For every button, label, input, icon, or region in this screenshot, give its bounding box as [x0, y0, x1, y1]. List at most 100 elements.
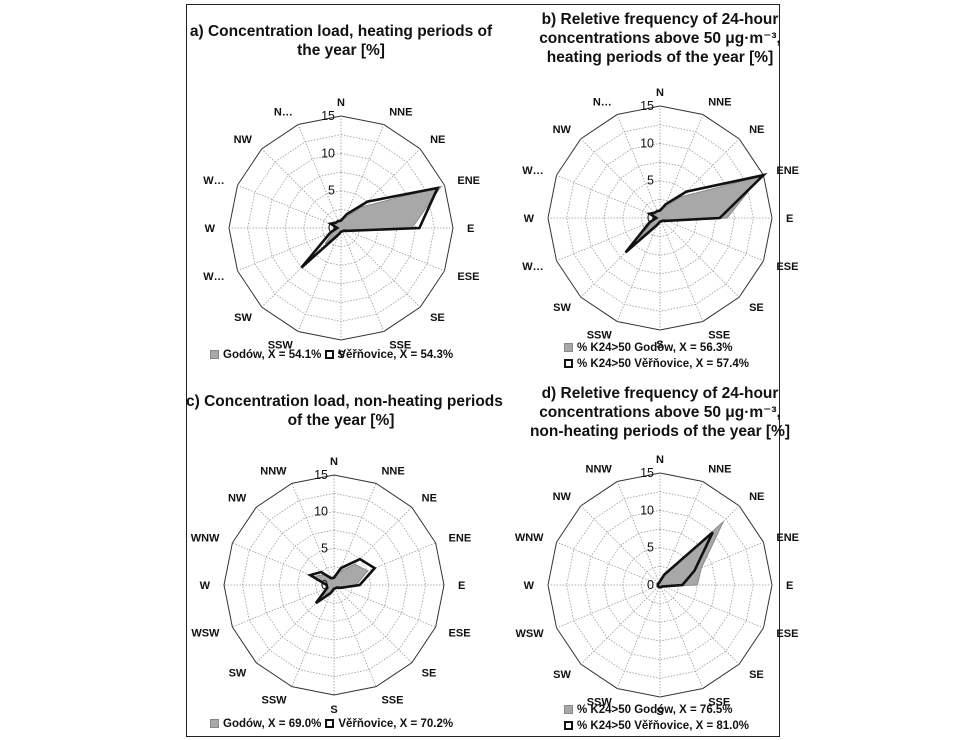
grid-spoke — [659, 481, 704, 586]
grid-spoke — [616, 217, 661, 322]
chart-title: d) Reletive frequency of 24-hour concent… — [500, 384, 820, 441]
direction-label: W — [205, 223, 216, 235]
direction-label: SSW — [268, 339, 294, 351]
direction-label: SSE — [389, 339, 411, 351]
legend-entry: % K24>50 Věřňovice, X = 81.0% — [577, 720, 749, 732]
direction-label: W — [524, 580, 535, 592]
direction-label: W… — [522, 261, 543, 273]
direction-label: SW — [553, 302, 571, 314]
grid-spoke — [333, 584, 436, 628]
radar-chart: 0 5 10 15N NNE NE ENE E ESE SE SSE S SSW SW W… W W… NW N… — [522, 87, 799, 351]
direction-label: SSE — [708, 329, 730, 341]
direction-label: NW — [228, 492, 247, 504]
legend-entry: % K24>50 Věřňovice, X = 57.4% — [577, 358, 749, 370]
series-godow — [638, 175, 762, 240]
grid-ring — [265, 152, 417, 304]
tick-label: 5 — [647, 541, 654, 555]
tick-label: 10 — [640, 503, 654, 517]
legend-swatch-outline — [564, 359, 573, 368]
legend-entry: % K24>50 Godów, X = 76.5% — [577, 704, 733, 716]
legend: Godów, X = 54.1% Věřňovice, X = 54.3% — [210, 347, 453, 363]
grid-spoke — [556, 217, 661, 262]
grid-spoke — [237, 227, 342, 272]
tick-label: 5 — [321, 541, 328, 555]
grid-spoke — [659, 217, 740, 298]
series-godow — [324, 185, 443, 245]
grid-spoke — [333, 584, 377, 687]
grid-spoke — [580, 505, 661, 586]
direction-label: S — [656, 706, 663, 718]
direction-label: ENE — [457, 175, 480, 187]
direction-label: SSW — [261, 695, 287, 707]
legend-entry: Věřňovice, X = 54.3% — [338, 349, 454, 361]
direction-label: ESE — [776, 628, 798, 640]
series-verenovice — [300, 186, 440, 269]
grid-spoke — [659, 114, 704, 219]
title-line: heating periods of the year [%] — [546, 49, 774, 66]
direction-label: W — [200, 580, 211, 592]
direction-label: ESE — [776, 261, 798, 273]
direction-label: E — [786, 580, 793, 592]
direction-label: NNW — [260, 465, 287, 477]
title-line: b) Reletive frequency of 24-hour — [541, 11, 779, 28]
direction-label: E — [786, 213, 793, 225]
direction-label: NNE — [381, 465, 404, 477]
direction-label: SE — [749, 669, 764, 681]
grid-ring — [584, 142, 736, 294]
grid-spoke — [297, 124, 342, 229]
tick-label: 5 — [647, 174, 654, 188]
direction-label: NE — [749, 491, 764, 503]
direction-label: SE — [422, 668, 437, 680]
tick-label: 15 — [640, 99, 654, 113]
direction-label: N — [330, 456, 338, 468]
radar-chart: 0 5 10 15N NNE NE ENE E ESE SE SSE S SSW SW W… W W… NW N… — [203, 97, 480, 361]
grid-spoke — [580, 138, 661, 219]
legend-entry: % K24>50 Godów, X = 56.3% — [577, 342, 733, 354]
direction-label: NE — [422, 492, 437, 504]
grid-spoke — [556, 174, 661, 219]
grid-ring — [603, 528, 717, 642]
legend-swatch-gray — [210, 719, 219, 728]
direction-label: ENE — [449, 533, 472, 545]
direction-label: ENE — [776, 532, 799, 544]
panel-a: a) Concentration load, heating periods o… — [186, 20, 496, 380]
tick-label: 10 — [314, 505, 328, 519]
direction-label: ENE — [776, 165, 799, 177]
legend: Godów, X = 69.0% Věřňovice, X = 70.2% — [210, 716, 453, 732]
series-verenovice — [624, 172, 768, 254]
direction-label: E — [458, 580, 465, 592]
legend-swatch-outline — [325, 350, 335, 359]
direction-label: NE — [749, 124, 764, 136]
grid-spoke — [340, 227, 445, 272]
direction-label: E — [467, 223, 474, 235]
radar-chart: 0 5 10 15N NNE NE ENE E ESE SE SSE S SSW SW WSW W WNW NW N… — [515, 454, 799, 718]
title-line: c) Concentration load, non-heating perio… — [186, 393, 503, 410]
direction-label: SSE — [708, 696, 730, 708]
direction-label: SW — [229, 668, 247, 680]
direction-label: N… — [593, 97, 612, 109]
grid-spoke — [333, 584, 413, 664]
grid-spoke — [340, 124, 385, 229]
panel-c: c) Concentration load, non-heating perio… — [186, 392, 503, 737]
grid-spoke — [291, 483, 335, 586]
direction-label: S — [656, 339, 663, 351]
direction-label: SSE — [381, 695, 403, 707]
grid-spoke — [237, 184, 342, 229]
grid-spoke — [340, 227, 421, 308]
direction-label: NNW — [586, 464, 613, 476]
direction-label: SSW — [587, 696, 613, 708]
grid-spoke — [297, 227, 342, 332]
direction-label: SW — [553, 669, 571, 681]
legend-swatch-outline — [564, 721, 573, 730]
radar-chart: 0 5 10 15N NNE NE ENE E ESE SE SSE S SSW SW WSW W WNW NW N… — [191, 456, 472, 716]
grid-spoke — [255, 584, 335, 664]
grid-spoke — [616, 584, 661, 689]
direction-label: W — [524, 213, 535, 225]
panel-b: b) Reletive frequency of 24-hour concent… — [500, 10, 820, 380]
panel-d: d) Reletive frequency of 24-hour concent… — [500, 384, 820, 737]
tick-label: 5 — [328, 184, 335, 198]
direction-label: S — [337, 349, 344, 361]
grid-spoke — [659, 217, 704, 322]
grid-ring — [584, 509, 736, 661]
title-line: d) Reletive frequency of 24-hour — [541, 385, 779, 402]
